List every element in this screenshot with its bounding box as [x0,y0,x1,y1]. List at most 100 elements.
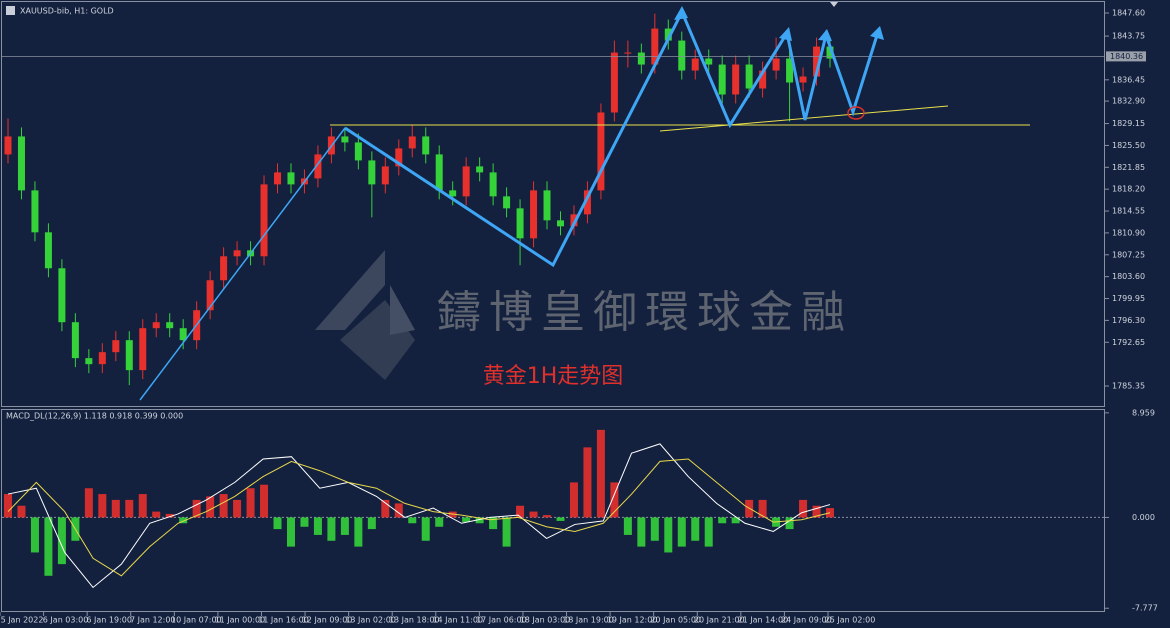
histogram-bar [421,517,430,541]
x-tick-label: 10 Jan 07:00 [171,616,222,625]
histogram-bar [219,494,228,518]
histogram-bar [125,499,134,518]
x-tick-label: 25 Jan 02:00 [825,616,876,625]
histogram-bar [192,499,201,518]
x-tick-label: 20 Jan 21:00 [694,616,745,625]
histogram-bar [394,503,403,518]
histogram-bar [799,499,808,518]
y-tick-label: 1796.30 [1112,316,1145,325]
symbol-icon [6,6,15,15]
candle-body [58,268,66,323]
histogram-bar [583,447,592,518]
candle-body [395,148,403,167]
candle-body [691,58,699,71]
candle-body [44,232,52,269]
histogram-bar [246,488,255,518]
candle-body [732,64,740,95]
candle-body [678,40,686,71]
candle-body [179,328,187,341]
histogram-bar [4,494,12,518]
candle-body [435,154,443,191]
histogram-bar [462,517,471,523]
candle-body [422,136,430,155]
candle-body [543,190,551,221]
candle-body [462,166,470,197]
candle-body [274,172,282,185]
candle-body [786,58,794,83]
histogram-bar [435,517,444,527]
candle-body [664,28,672,41]
candle-body [610,52,618,113]
x-tick-label: 7 Jan 12:00 [130,616,176,625]
x-tick-label: 18 Jan 03:00 [520,616,571,625]
candle-body [17,136,25,191]
histogram-bar [489,517,498,530]
arrow-head [818,29,832,41]
candle-body [583,190,591,215]
histogram-bar [233,499,242,518]
x-tick-label: 13 Jan 02:00 [345,616,396,625]
macd-panel [1,409,1105,612]
watermark-logo [315,250,415,380]
histogram-bar [516,505,525,518]
histogram-bar [327,517,336,541]
histogram-bar [206,496,215,518]
candle-body [624,52,632,54]
histogram-bar [785,517,794,530]
y-tick-label: 1825.50 [1112,141,1145,150]
candle-body [718,64,726,95]
y-tick-label: 1829.15 [1112,119,1145,128]
histogram-bar [691,517,700,541]
histogram-bar [758,499,767,518]
x-tick-label: 13 Jan 18:00 [389,616,440,625]
x-tick-label: 17 Jan 06:00 [476,616,527,625]
macd-line [7,458,831,577]
candle-body [408,136,416,149]
histogram-bar [664,517,673,553]
histogram-bar [731,517,740,524]
histogram-bar [273,517,282,530]
candle-body [489,172,497,197]
histogram-bar [138,494,147,518]
candle-body [260,184,268,257]
candle-body [759,70,767,89]
shift-marker [830,2,838,7]
arrow-head [674,6,688,20]
candle-body [287,172,295,185]
x-tick-label: 6 Jan 03:00 [43,616,89,625]
histogram-bar [367,517,376,530]
histogram-bar [569,482,578,518]
y-tick-label: 1803.60 [1112,272,1145,281]
histogram-bar [354,517,363,547]
candle-body [570,214,578,227]
plot: 1847.60 1843.75 1836.45 1832.90 1829.15 1825.… [0,9,1158,625]
chart-title: XAUUSD-bib, H1: GOLD [20,7,114,16]
candle-body [503,196,511,209]
histogram-bar [286,517,295,547]
histogram-bar [30,517,39,553]
y-tick-label: 0.000 [1132,513,1155,522]
histogram-bar [408,517,417,524]
y-tick-label: 8.959 [1132,408,1155,417]
candle-body [354,142,362,161]
histogram-bar [650,517,659,541]
histogram-bar [57,517,66,565]
histogram-bar [704,517,713,547]
candle-body [125,340,133,371]
histogram-bar [475,517,484,524]
y-tick-label: 1836.45 [1112,75,1145,84]
histogram-bar [84,488,93,518]
histogram-bar [556,517,565,521]
candle-body [705,58,713,65]
candle-body [4,136,12,155]
candle-body [166,322,174,329]
candle-body [651,28,659,65]
candle-body [637,52,645,65]
candle-body [449,190,457,197]
y-tick-label: 1785.35 [1112,382,1145,391]
candle-body [206,280,214,311]
candle-body [220,256,228,281]
histogram-bar [610,482,619,518]
histogram-bar [98,494,107,518]
